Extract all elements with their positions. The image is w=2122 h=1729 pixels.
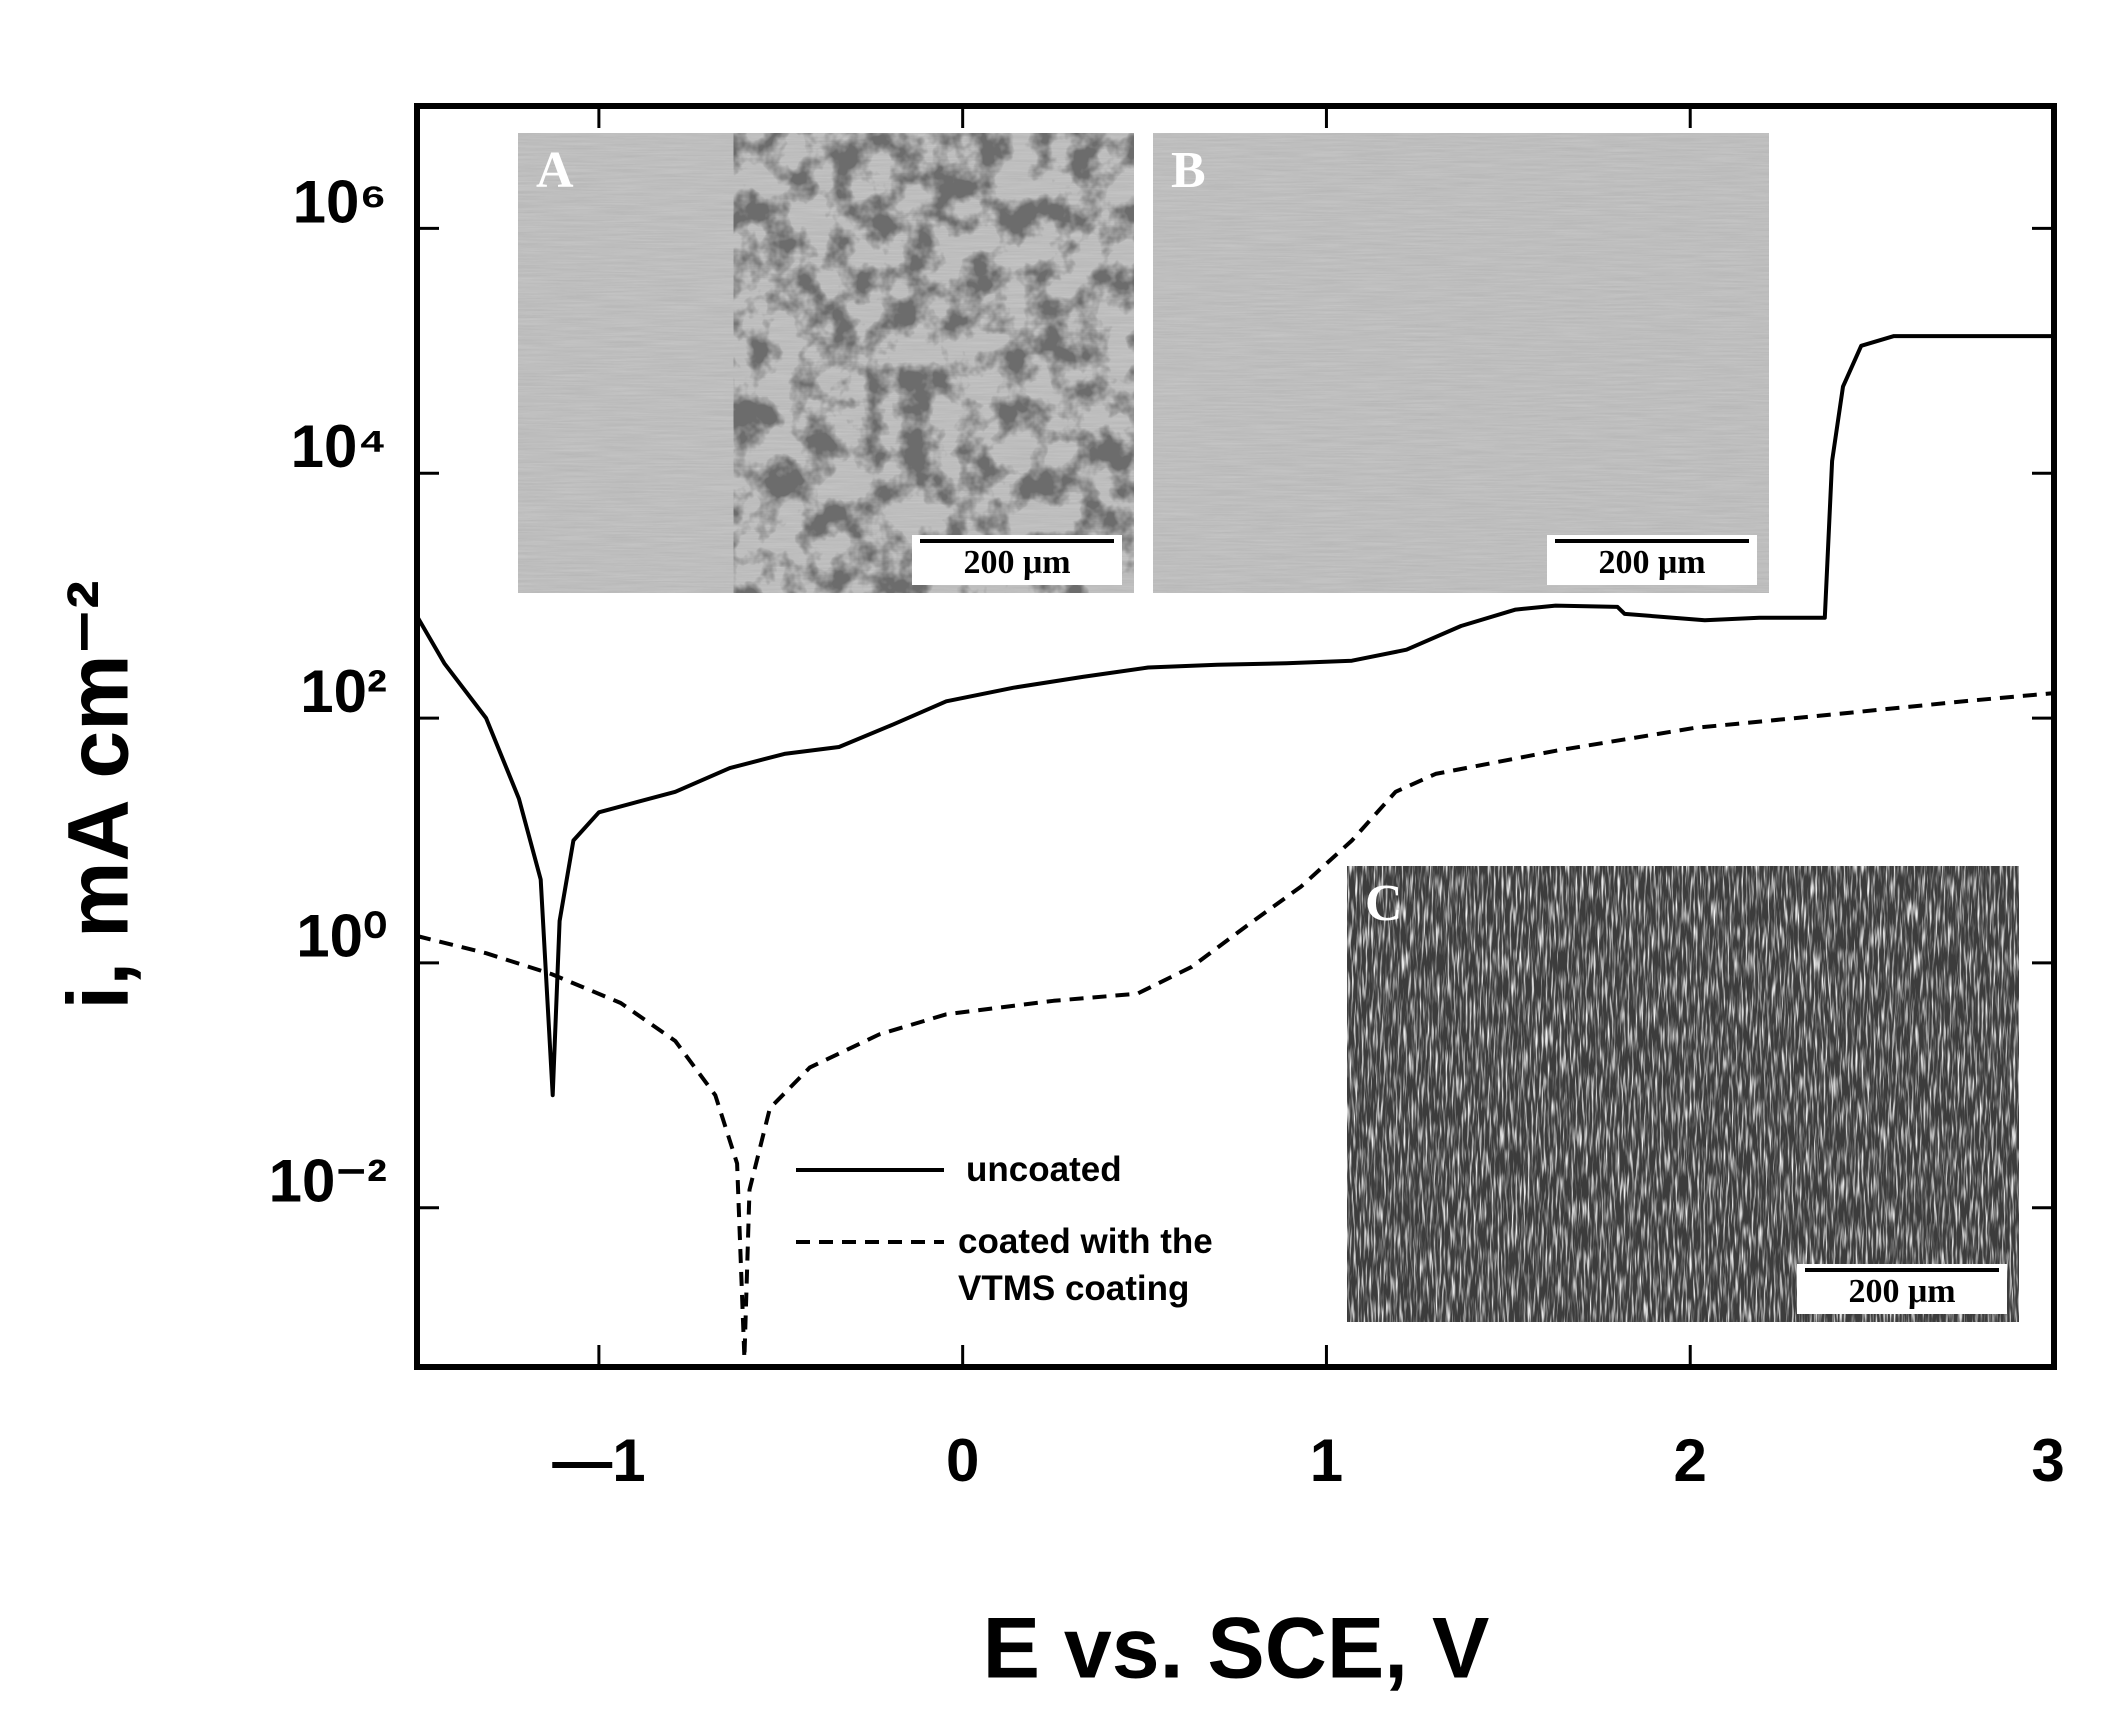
- x-tick-label: 1: [1310, 1427, 1343, 1494]
- x-tick-label: 2: [1674, 1427, 1707, 1494]
- inset-letter: C: [1365, 875, 1403, 932]
- x-tick-label: —1: [552, 1427, 645, 1494]
- x-tick-label: 3: [2031, 1427, 2064, 1494]
- inset-corrosion: [733, 133, 1134, 593]
- scale-box: [1547, 535, 1757, 585]
- y-tick-label: 10⁻²: [269, 1148, 387, 1215]
- scale-box: [1797, 1264, 2007, 1314]
- axis-frame: [414, 103, 2057, 1370]
- y-tick-label: 10²: [300, 658, 387, 725]
- x-tick-label: 0: [946, 1427, 979, 1494]
- inset-letter: A: [536, 142, 574, 199]
- scale-label: 200 μm: [1598, 544, 1705, 581]
- legend-label: uncoated: [966, 1150, 1122, 1189]
- y-tick-label: 10⁴: [291, 413, 387, 480]
- scale-box: [912, 535, 1122, 585]
- plot-area: [415, 334, 2055, 1361]
- inset-texture: [1153, 133, 1769, 593]
- scale-label: 200 μm: [1848, 1273, 1955, 1310]
- scale-label: 200 μm: [963, 544, 1070, 581]
- y-tick-label: 10⁶: [293, 168, 387, 235]
- series-line: [415, 334, 2054, 1098]
- inset-letter: B: [1171, 142, 1206, 199]
- y-axis-title: i, mA cm⁻²: [51, 580, 147, 1009]
- legend-label: coated with the VTMS coating: [958, 1222, 1213, 1309]
- x-axis-title: E vs. SCE, V: [983, 1601, 1490, 1697]
- inset-texture: [1347, 866, 2019, 1322]
- y-tick-label: 10⁰: [296, 903, 387, 970]
